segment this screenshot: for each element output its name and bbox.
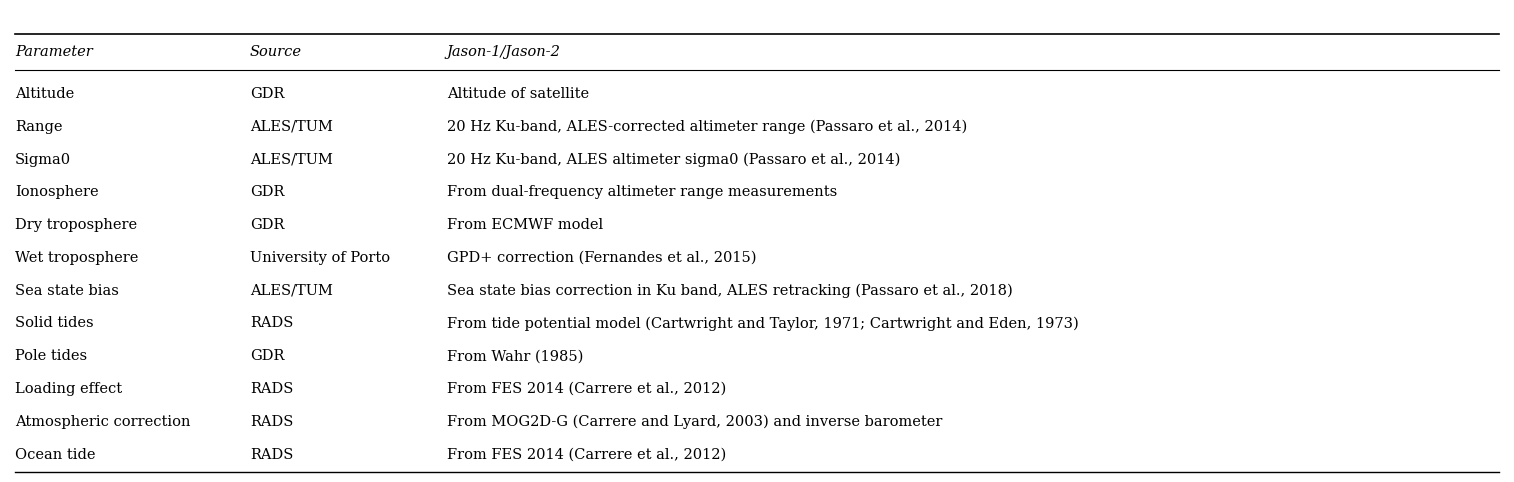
Text: Dry troposphere: Dry troposphere xyxy=(15,218,138,232)
Text: Parameter: Parameter xyxy=(15,45,92,59)
Text: 20 Hz Ku-band, ALES-corrected altimeter range (Passaro et al., 2014): 20 Hz Ku-band, ALES-corrected altimeter … xyxy=(447,120,967,134)
Text: From dual-frequency altimeter range measurements: From dual-frequency altimeter range meas… xyxy=(447,185,837,200)
Text: From MOG2D-G (Carrere and Lyard, 2003) and inverse barometer: From MOG2D-G (Carrere and Lyard, 2003) a… xyxy=(447,415,942,429)
Text: RADS: RADS xyxy=(250,382,294,396)
Text: From Wahr (1985): From Wahr (1985) xyxy=(447,349,583,363)
Text: GDR: GDR xyxy=(250,185,285,200)
Text: From FES 2014 (Carrere et al., 2012): From FES 2014 (Carrere et al., 2012) xyxy=(447,447,725,462)
Text: Range: Range xyxy=(15,120,62,134)
Text: Wet troposphere: Wet troposphere xyxy=(15,251,138,265)
Text: ALES/TUM: ALES/TUM xyxy=(250,152,333,167)
Text: ALES/TUM: ALES/TUM xyxy=(250,120,333,134)
Text: Atmospheric correction: Atmospheric correction xyxy=(15,415,191,429)
Text: GDR: GDR xyxy=(250,87,285,101)
Text: From FES 2014 (Carrere et al., 2012): From FES 2014 (Carrere et al., 2012) xyxy=(447,382,725,396)
Text: Sigma0: Sigma0 xyxy=(15,152,71,167)
Text: Sea state bias correction in Ku band, ALES retracking (Passaro et al., 2018): Sea state bias correction in Ku band, AL… xyxy=(447,283,1013,298)
Text: GDR: GDR xyxy=(250,349,285,363)
Text: ALES/TUM: ALES/TUM xyxy=(250,283,333,298)
Text: Sea state bias: Sea state bias xyxy=(15,283,120,298)
Text: Loading effect: Loading effect xyxy=(15,382,123,396)
Text: University of Porto: University of Porto xyxy=(250,251,391,265)
Text: From tide potential model (Cartwright and Taylor, 1971; Cartwright and Eden, 197: From tide potential model (Cartwright an… xyxy=(447,316,1078,331)
Text: Jason-1/Jason-2: Jason-1/Jason-2 xyxy=(447,45,560,59)
Text: RADS: RADS xyxy=(250,447,294,462)
Text: From ECMWF model: From ECMWF model xyxy=(447,218,603,232)
Text: Altitude: Altitude xyxy=(15,87,74,101)
Text: Solid tides: Solid tides xyxy=(15,316,94,331)
Text: Ionosphere: Ionosphere xyxy=(15,185,98,200)
Text: Pole tides: Pole tides xyxy=(15,349,88,363)
Text: GPD+ correction (Fernandes et al., 2015): GPD+ correction (Fernandes et al., 2015) xyxy=(447,251,755,265)
Text: Altitude of satellite: Altitude of satellite xyxy=(447,87,589,101)
Text: RADS: RADS xyxy=(250,415,294,429)
Text: Source: Source xyxy=(250,45,301,59)
Text: GDR: GDR xyxy=(250,218,285,232)
Text: RADS: RADS xyxy=(250,316,294,331)
Text: Ocean tide: Ocean tide xyxy=(15,447,95,462)
Text: 20 Hz Ku-band, ALES altimeter sigma0 (Passaro et al., 2014): 20 Hz Ku-band, ALES altimeter sigma0 (Pa… xyxy=(447,152,899,167)
